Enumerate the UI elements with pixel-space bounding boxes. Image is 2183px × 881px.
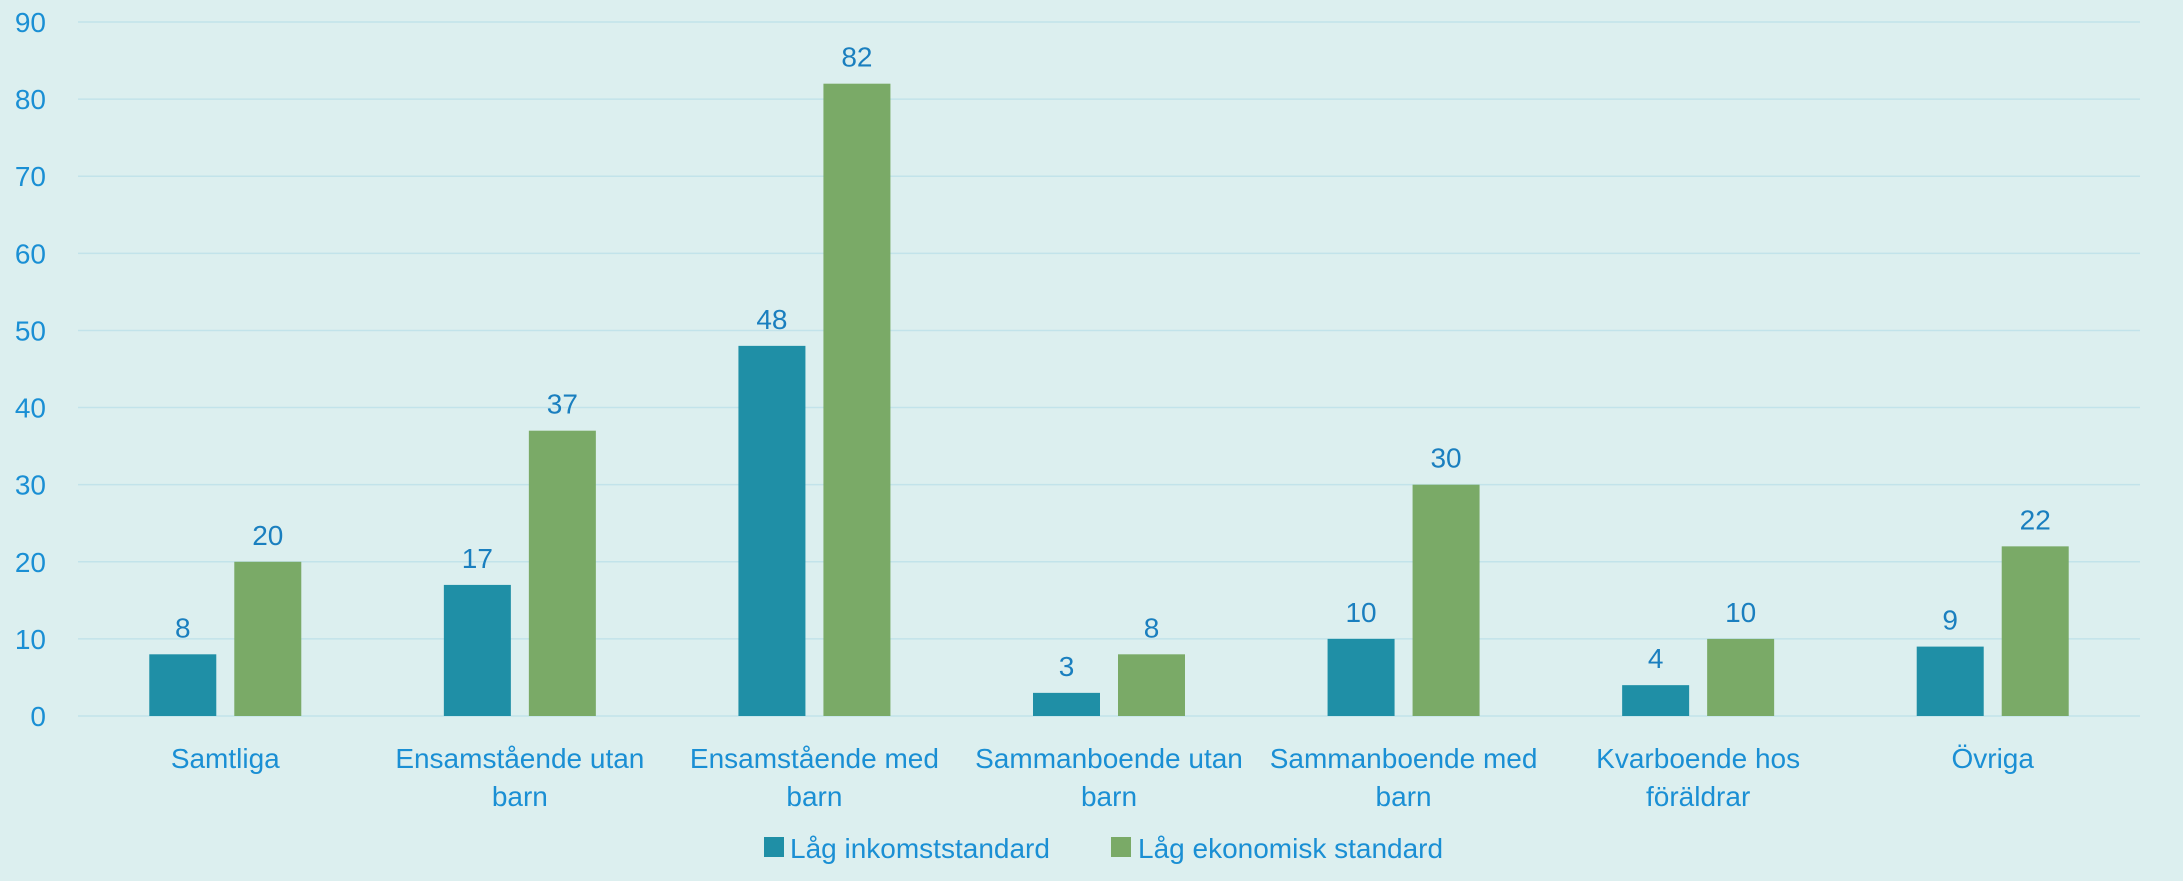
category-label: barn bbox=[786, 781, 842, 812]
category-label: Ensamstående utan bbox=[395, 743, 644, 774]
y-tick-label: 80 bbox=[15, 84, 46, 115]
data-label: 8 bbox=[175, 612, 191, 643]
data-label: 4 bbox=[1648, 643, 1664, 674]
data-label: 37 bbox=[547, 389, 578, 420]
y-tick-label: 50 bbox=[15, 315, 46, 346]
bar bbox=[738, 345, 806, 716]
legend-label: Låg inkomststandard bbox=[790, 833, 1050, 864]
y-tick-label: 0 bbox=[30, 701, 46, 732]
bar bbox=[443, 584, 511, 716]
y-tick-label: 20 bbox=[15, 547, 46, 578]
y-tick-label: 90 bbox=[15, 7, 46, 38]
bar bbox=[234, 561, 302, 716]
bar bbox=[1916, 646, 1984, 716]
category-label: Sammanboende med bbox=[1270, 743, 1538, 774]
data-label: 82 bbox=[841, 42, 872, 73]
data-label: 9 bbox=[1942, 605, 1958, 636]
y-tick-label: 70 bbox=[15, 161, 46, 192]
bar bbox=[2001, 546, 2069, 716]
category-label: barn bbox=[1376, 781, 1432, 812]
bar bbox=[1412, 484, 1480, 716]
category-label: Ensamstående med bbox=[690, 743, 939, 774]
data-label: 20 bbox=[252, 520, 283, 551]
data-label: 10 bbox=[1725, 597, 1756, 628]
legend-swatch bbox=[764, 837, 784, 857]
bar bbox=[823, 83, 891, 716]
legend-swatch bbox=[1111, 837, 1131, 857]
bar bbox=[1707, 638, 1775, 716]
category-label: Samtliga bbox=[171, 743, 280, 774]
data-label: 8 bbox=[1144, 612, 1160, 643]
category-label: Kvarboende hos bbox=[1596, 743, 1800, 774]
bar bbox=[528, 430, 596, 716]
data-label: 48 bbox=[756, 304, 787, 335]
category-label: Övriga bbox=[1951, 743, 2034, 774]
bar bbox=[1327, 638, 1395, 716]
bar bbox=[149, 654, 217, 716]
category-label: barn bbox=[492, 781, 548, 812]
y-tick-label: 40 bbox=[15, 393, 46, 424]
y-tick-label: 60 bbox=[15, 238, 46, 269]
y-tick-label: 10 bbox=[15, 624, 46, 655]
y-tick-label: 30 bbox=[15, 470, 46, 501]
bar bbox=[1118, 654, 1185, 716]
data-label: 3 bbox=[1059, 651, 1075, 682]
category-label: barn bbox=[1081, 781, 1137, 812]
bar bbox=[1033, 692, 1100, 716]
data-label: 22 bbox=[2020, 504, 2051, 535]
data-label: 17 bbox=[462, 543, 493, 574]
bar bbox=[1622, 685, 1690, 716]
legend-label: Låg ekonomisk standard bbox=[1138, 833, 1443, 864]
category-label: föräldrar bbox=[1646, 781, 1750, 812]
category-label: Sammanboende utan bbox=[975, 743, 1243, 774]
data-label: 30 bbox=[1430, 443, 1461, 474]
data-label: 10 bbox=[1345, 597, 1376, 628]
